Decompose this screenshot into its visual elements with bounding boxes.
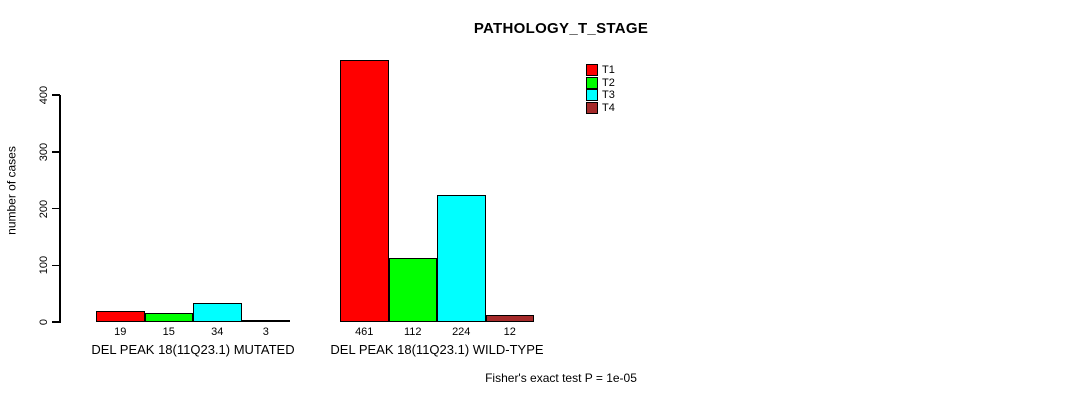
y-axis-tick bbox=[52, 264, 60, 266]
bar-t1-group1 bbox=[96, 311, 145, 322]
bar-value-label: 224 bbox=[452, 326, 471, 338]
y-axis-tick bbox=[52, 151, 60, 153]
legend-swatch-t4 bbox=[586, 102, 598, 115]
x-category-label: DEL PEAK 18(11Q23.1) MUTATED bbox=[91, 342, 295, 357]
legend-label: T3 bbox=[602, 89, 615, 102]
legend-item: T1 bbox=[586, 64, 615, 76]
y-axis-title: number of cases bbox=[4, 146, 19, 235]
bar-value-label: 461 bbox=[355, 326, 374, 338]
legend-swatch-t2 bbox=[586, 76, 598, 89]
y-axis-tick-label: 200 bbox=[38, 199, 50, 218]
legend-swatch-t3 bbox=[586, 89, 598, 102]
bar-value-label: 3 bbox=[262, 326, 269, 338]
bar-value-label: 15 bbox=[162, 326, 175, 338]
y-axis-tick-label: 0 bbox=[38, 318, 50, 326]
legend-label: T4 bbox=[602, 102, 615, 115]
y-axis-tick-label: 300 bbox=[38, 142, 50, 161]
legend-item: T2 bbox=[586, 76, 615, 89]
bar-t1-group2 bbox=[340, 60, 389, 322]
bar-t3-group1 bbox=[193, 303, 242, 322]
bar-value-label: 34 bbox=[211, 326, 224, 338]
bar-t4-group1 bbox=[241, 320, 290, 322]
legend-item: T4 bbox=[586, 102, 615, 115]
fisher-test-annotation: Fisher's exact test P = 1e-05 bbox=[485, 371, 637, 385]
bar-value-label: 19 bbox=[114, 326, 127, 338]
y-axis-tick bbox=[52, 94, 60, 96]
bar-t2-group1 bbox=[144, 313, 193, 322]
y-axis-tick-label: 100 bbox=[38, 256, 50, 275]
x-category-label: DEL PEAK 18(11Q23.1) WILD-TYPE bbox=[330, 342, 544, 357]
bar-t4-group2 bbox=[485, 315, 534, 322]
bar-value-label: 12 bbox=[503, 326, 516, 338]
chart-title: PATHOLOGY_T_STAGE bbox=[473, 20, 649, 37]
legend-item: T3 bbox=[586, 89, 615, 102]
legend: T1 T2 T3 T4 bbox=[586, 64, 615, 115]
legend-swatch-t1 bbox=[586, 64, 598, 76]
y-axis-tick bbox=[52, 321, 60, 323]
y-axis-tick bbox=[52, 207, 60, 210]
bar-t3-group2 bbox=[437, 195, 486, 322]
bar-t2-group2 bbox=[388, 258, 437, 322]
y-axis-tick-label: 400 bbox=[38, 85, 50, 105]
legend-label: T1 bbox=[602, 64, 615, 76]
bar-value-label: 112 bbox=[403, 326, 422, 338]
legend-label: T2 bbox=[602, 76, 615, 89]
